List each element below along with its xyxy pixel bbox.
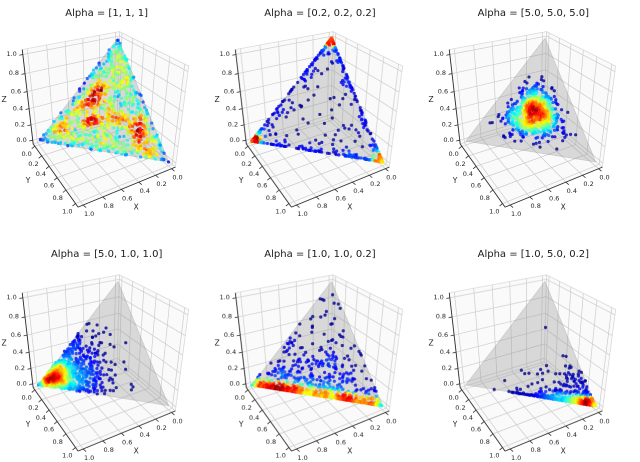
subplot-alpha-1-1-1: Alpha = [1, 1, 1] (0, 0, 214, 232)
scatter3d-canvas-3 (0, 231, 214, 462)
scatter3d-canvas-1 (213, 0, 427, 232)
plot-title-5: Alpha = [1.0, 5.0, 0.2] (477, 249, 590, 261)
subplot-alpha-02-02-02: Alpha = [0.2, 0.2, 0.2] (213, 0, 427, 232)
plot-title-4: Alpha = [1.0, 1.0, 0.2] (264, 249, 376, 261)
plot-title-2: Alpha = [5.0, 5.0, 5.0] (477, 8, 590, 19)
scatter3d-canvas-5 (426, 231, 640, 462)
subplot-alpha-1-1-02: Alpha = [1.0, 1.0, 0.2] (213, 231, 427, 462)
scatter3d-canvas-4 (213, 231, 427, 462)
subplot-alpha-5-5-5: Alpha = [5.0, 5.0, 5.0] (426, 0, 640, 232)
plot-title-1: Alpha = [0.2, 0.2, 0.2] (264, 8, 376, 19)
subplot-alpha-1-5-02: Alpha = [1.0, 5.0, 0.2] (426, 231, 640, 462)
subplot-alpha-5-1-1: Alpha = [5.0, 1.0, 1.0] (0, 231, 214, 462)
scatter3d-canvas-2 (426, 0, 640, 232)
plot-title-0: Alpha = [1, 1, 1] (65, 8, 149, 19)
scatter3d-canvas-0 (0, 0, 214, 232)
plot-title-3: Alpha = [5.0, 1.0, 1.0] (50, 249, 163, 261)
